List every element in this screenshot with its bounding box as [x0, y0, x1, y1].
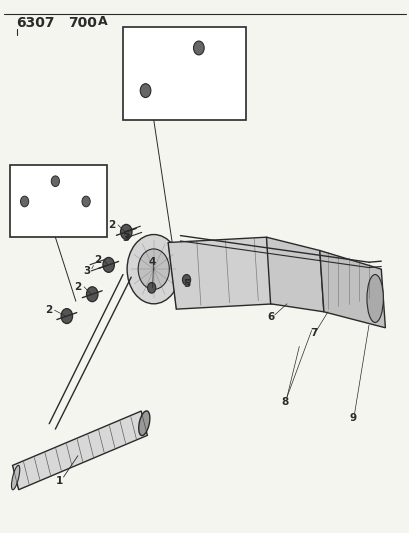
Polygon shape [13, 411, 147, 490]
Text: 6307: 6307 [16, 16, 55, 30]
Circle shape [193, 41, 204, 55]
Text: 14: 14 [198, 80, 211, 90]
Ellipse shape [138, 411, 150, 435]
Text: 9: 9 [348, 414, 355, 423]
Text: 3: 3 [83, 266, 91, 276]
Polygon shape [319, 251, 384, 328]
Text: 3: 3 [122, 233, 130, 243]
Text: 2: 2 [45, 305, 52, 315]
Text: 2: 2 [108, 220, 115, 230]
Text: 6: 6 [266, 312, 274, 322]
Text: 7: 7 [309, 328, 317, 338]
Text: 10: 10 [49, 223, 62, 232]
Circle shape [51, 176, 59, 187]
Text: 2: 2 [94, 255, 101, 265]
Polygon shape [168, 237, 274, 309]
Text: A: A [98, 15, 108, 28]
Text: 13: 13 [122, 94, 135, 103]
Bar [10, 165, 106, 237]
Circle shape [82, 196, 90, 207]
Circle shape [127, 235, 180, 304]
Polygon shape [266, 237, 323, 312]
Circle shape [147, 282, 155, 293]
Circle shape [61, 309, 72, 324]
Circle shape [138, 249, 169, 289]
Text: 5: 5 [182, 279, 190, 288]
Text: 1: 1 [56, 476, 63, 486]
Text: 12: 12 [18, 201, 31, 211]
Circle shape [182, 274, 190, 285]
Ellipse shape [11, 465, 20, 490]
Circle shape [120, 224, 132, 239]
Text: 4: 4 [148, 257, 156, 267]
Bar [123, 27, 245, 120]
Text: 2: 2 [74, 282, 81, 292]
Circle shape [140, 84, 151, 98]
Circle shape [86, 287, 98, 302]
Text: 700: 700 [67, 16, 96, 30]
Text: 11: 11 [75, 199, 88, 208]
Text: 8: 8 [281, 398, 288, 407]
Ellipse shape [366, 274, 382, 322]
Circle shape [20, 196, 29, 207]
Circle shape [103, 257, 114, 272]
